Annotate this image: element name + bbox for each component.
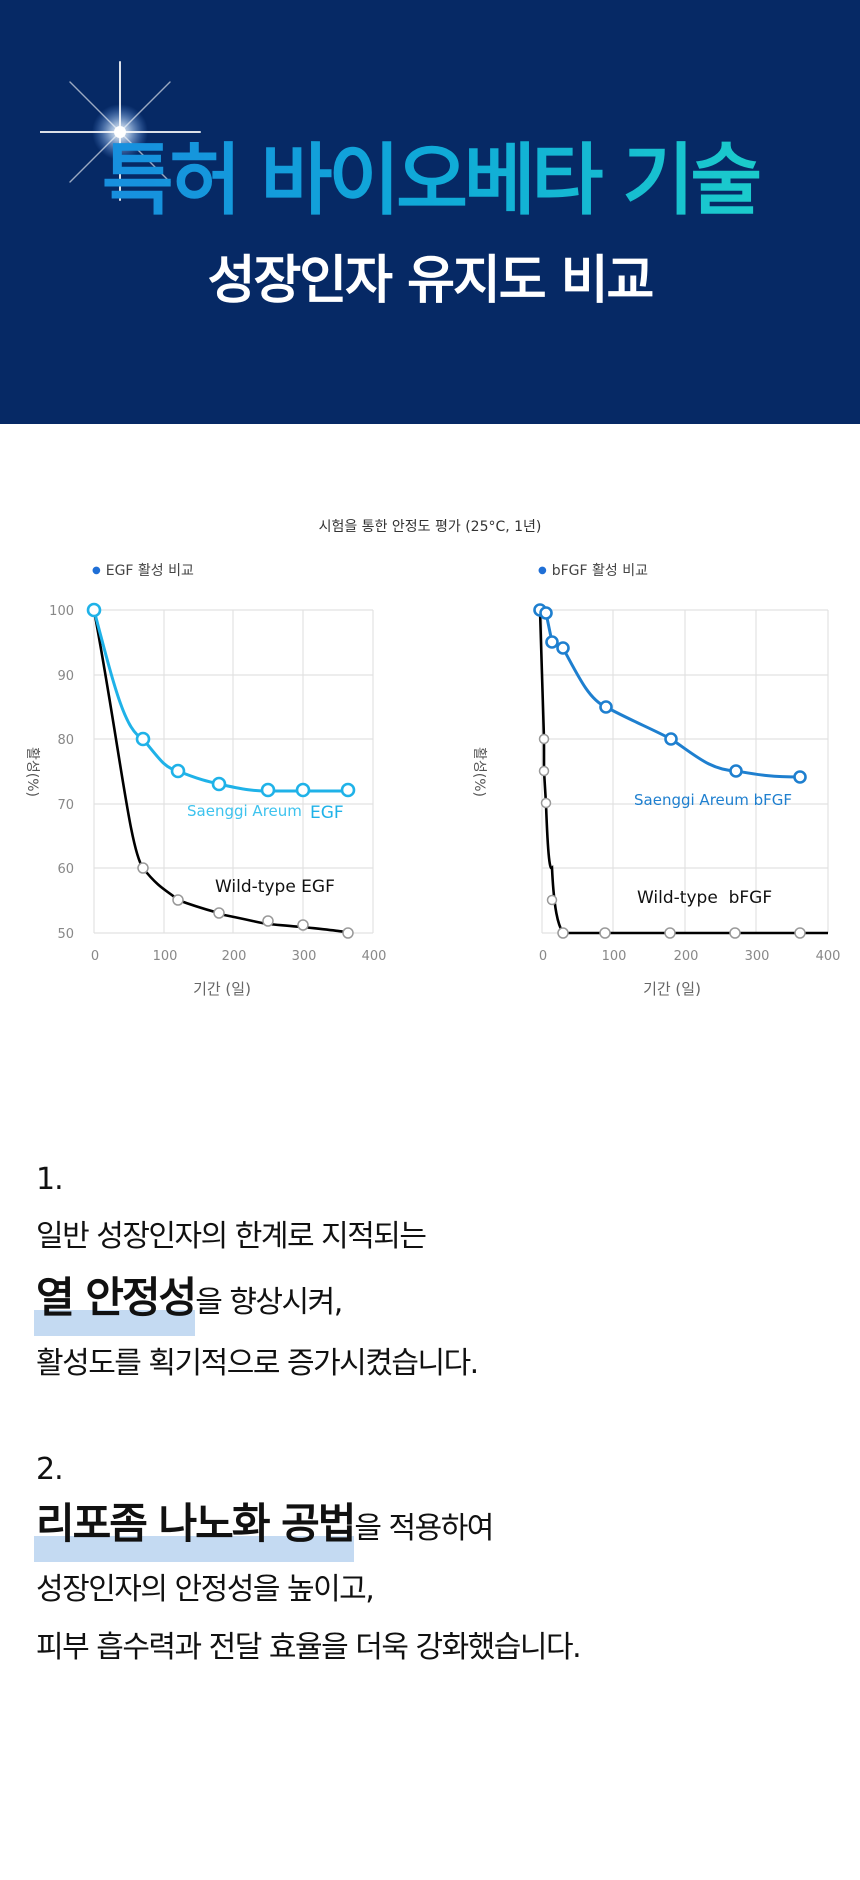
egf-x-ticks: 0 100 200 300 400 [91, 949, 387, 964]
bfgf-x-ticks: 0 100 200 300 400 [539, 949, 841, 964]
svg-text:60: 60 [57, 862, 74, 877]
point-1-line-3: 활성도를 획기적으로 증가시켰습니다. [36, 1346, 479, 1381]
chart-section-title: 시험을 통한 안정도 평가 (25°C, 1년) [318, 519, 542, 535]
svg-text:70: 70 [57, 798, 74, 813]
egf-legend: ● EGF 활성 비교 [92, 560, 194, 580]
svg-text:300: 300 [292, 949, 317, 964]
bfgf-wild-markers [538, 733, 806, 939]
bfgf-y-axis-title: 활성(%) [471, 747, 487, 797]
egf-y-axis-title: 활성(%) [24, 747, 40, 797]
svg-text:400: 400 [362, 949, 387, 964]
egf-y-ticks: 100 90 80 70 60 50 [49, 604, 74, 942]
bfgf-legend: ● bFGF 활성 비교 [538, 560, 648, 580]
svg-text:90: 90 [57, 669, 74, 684]
hero-subtitle: 성장인자 유지도 비교 [207, 251, 655, 311]
point-2-line-1: 리포좀 나노화 공법을 적용하여 [36, 1492, 580, 1561]
svg-text:100: 100 [153, 949, 178, 964]
svg-text:50: 50 [57, 927, 74, 942]
egf-x-axis-title: 기간 (일) [193, 980, 251, 998]
egf-wild-markers [137, 862, 354, 939]
svg-text:300: 300 [745, 949, 770, 964]
legend-bullet-icon: ● [538, 565, 547, 576]
svg-text:80: 80 [57, 733, 74, 748]
bfgf-wild-line [538, 609, 828, 935]
legend-bullet-icon: ● [92, 565, 101, 576]
point-2-line-3: 피부 흡수력과 전달 효율을 더욱 강화했습니다. [36, 1630, 582, 1665]
egf-legend-label: EGF 활성 비교 [105, 563, 194, 579]
egf-saenggi-line [92, 609, 348, 793]
egf-wild-label: Wild-type EGF [215, 877, 335, 897]
point-2-line-1-rest: 을 적용하여 [354, 1511, 494, 1546]
bfgf-saenggi-markers [533, 603, 807, 784]
svg-text:100: 100 [49, 604, 74, 619]
hero-banner: 특허 바이오베타 기술 성장인자 유지도 비교 [0, 0, 860, 424]
point-1: 1. 일반 성장인자의 한계로 지적되는 열 안정성을 향상시켜, 활성도를 획… [36, 1160, 479, 1393]
sparkle-icon [40, 61, 201, 201]
hero-title: 특허 바이오베타 기술 [0, 118, 860, 230]
bfgf-saenggi-label: Saenggi Areum bFGF [634, 791, 792, 809]
svg-text:0: 0 [91, 949, 99, 964]
svg-text:200: 200 [674, 949, 699, 964]
bfgf-grid [541, 609, 829, 934]
egf-saenggi-label: Saenggi Areum [187, 802, 302, 820]
bfgf-legend-label: bFGF 활성 비교 [551, 563, 648, 579]
egf-saenggi-label-suffix: EGF [310, 803, 344, 823]
point-2-line-2: 성장인자의 안정성을 높이고, [36, 1572, 375, 1607]
point-2-emphasis: 리포좀 나노화 공법 [36, 1499, 356, 1548]
point-2: 2. 리포좀 나노화 공법을 적용하여 성장인자의 안정성을 높이고, 피부 흡… [36, 1450, 582, 1677]
bfgf-saenggi-line [539, 608, 801, 779]
bfgf-x-axis-title: 기간 (일) [643, 980, 701, 998]
point-2-number: 2. [36, 1452, 64, 1487]
egf-chart: 100 90 80 70 60 50 0 100 200 300 400 기간 … [24, 602, 387, 998]
svg-text:0: 0 [539, 949, 547, 964]
egf-saenggi-markers [86, 602, 356, 798]
egf-grid [93, 609, 374, 934]
svg-text:100: 100 [602, 949, 627, 964]
point-1-line-2-rest: 을 향상시켜, [195, 1285, 343, 1320]
bfgf-chart: 0 100 200 300 400 기간 (일) 활성(%) Saenggi A… [471, 603, 841, 998]
bfgf-wild-label: Wild-type bFGF [637, 888, 772, 908]
point-1-number: 1. [36, 1162, 64, 1197]
point-1-line-2: 열 안정성을 향상시켜, [36, 1266, 478, 1335]
point-1-emphasis: 열 안정성 [36, 1273, 197, 1322]
point-1-line-1: 일반 성장인자의 한계로 지적되는 [36, 1219, 427, 1254]
svg-text:400: 400 [816, 949, 841, 964]
svg-text:200: 200 [222, 949, 247, 964]
